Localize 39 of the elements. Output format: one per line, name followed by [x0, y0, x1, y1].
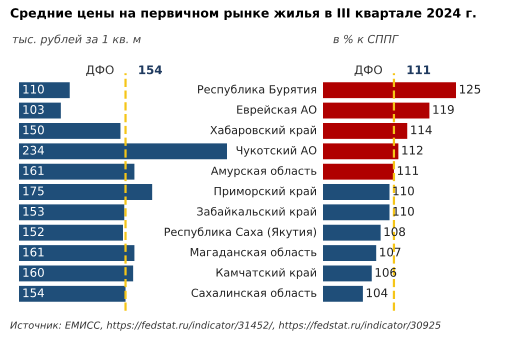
data-label: 114 — [411, 126, 432, 134]
data-label: 111 — [398, 166, 418, 175]
data-label: 112 — [402, 146, 422, 155]
data-label: 104 — [366, 288, 388, 298]
y-tick-label: Еврейская АО — [237, 105, 316, 116]
data-label: 153 — [23, 206, 44, 216]
chart-subtitle: тыс. рублей за 1 кв. м — [12, 34, 141, 46]
data-label: 161 — [23, 166, 44, 176]
y-tick-label: Республика Бурятия — [198, 84, 316, 96]
y-tick-label: Забайкальский край — [197, 206, 316, 218]
data-label: 150 — [23, 125, 44, 134]
annotation: 111 — [408, 65, 430, 74]
y-tick-label: Хабаровский край — [210, 125, 316, 136]
y-tick-label: Камчатский край — [216, 268, 316, 279]
data-label: 175 — [23, 186, 44, 196]
data-label: 125 — [460, 84, 480, 94]
data-label: 119 — [433, 105, 454, 114]
data-label: 234 — [22, 146, 44, 155]
data-label: 110 — [393, 186, 414, 196]
y-tick-label: Приморский край — [214, 186, 316, 198]
chart-title: Средние цены на первичном рынке жилья в III квартале 2024 г. — [10, 8, 476, 20]
annotation: 154 — [139, 65, 162, 74]
data-label: 161 — [23, 248, 44, 257]
data-label: 152 — [23, 227, 44, 236]
text: Источник: ЕМИСС, https://fedstat.ru/indicator/31452/, https://fedstat.ru/indicator/30925 — [10, 321, 441, 331]
y-tick-label: Магаданская область — [190, 248, 316, 258]
ref-line-label: ДФО — [86, 65, 114, 76]
data-label: 110 — [23, 84, 44, 94]
y-tick-label: Чукотский АО — [236, 146, 316, 157]
data-label: 103 — [23, 105, 44, 114]
data-label: 160 — [23, 268, 44, 277]
data-label: 107 — [380, 248, 400, 257]
chart-subtitle: в % к СППГ — [333, 34, 399, 44]
data-label: 154 — [23, 288, 44, 298]
data-label: 108 — [384, 227, 406, 236]
y-tick-label: Сахалинская область — [192, 288, 316, 298]
ref-line-label: ДФО — [354, 65, 382, 76]
y-tick-label: Амурская область — [210, 166, 316, 178]
y-tick-label: Республика Саха (Якутия) — [164, 227, 316, 238]
